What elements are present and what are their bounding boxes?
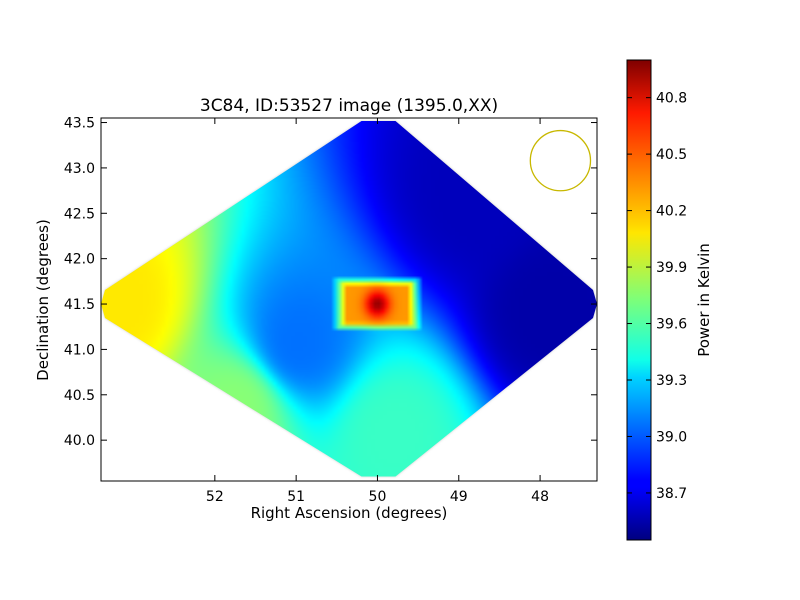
colorbar-axis: 38.7 39.0 39.3 39.6 39.9 40.2 40.5 40.8 — [627, 91, 687, 502]
colorbar-tick-label: 39.0 — [656, 429, 687, 445]
colorbar-tick-label: 39.3 — [656, 373, 687, 389]
plot-frame — [100, 117, 598, 482]
y-axis: 40.0 40.5 41.0 41.5 42.0 42.5 43.0 43.5 — [64, 116, 597, 449]
colorbar — [626, 59, 652, 541]
colorbar-tick-label: 39.9 — [656, 260, 687, 276]
y-tick-label: 40.0 — [64, 433, 95, 449]
y-tick-label: 41.5 — [64, 297, 95, 313]
beam-circle — [529, 129, 592, 192]
x-tick-label: 52 — [206, 489, 224, 505]
colorbar-tick-label: 40.8 — [656, 91, 687, 107]
colorbar-tick-label: 40.2 — [656, 204, 687, 220]
colorbar-tick-label: 40.5 — [656, 147, 687, 163]
y-tick-label: 42.0 — [64, 252, 95, 268]
y-tick-label: 40.5 — [64, 388, 95, 404]
colorbar-tick-label: 38.7 — [656, 486, 687, 502]
x-tick-label: 50 — [369, 489, 387, 505]
x-tick-label: 48 — [531, 489, 549, 505]
x-tick-label: 51 — [287, 489, 305, 505]
x-axis-label: Right Ascension (degrees) — [251, 504, 448, 522]
y-tick-label: 42.5 — [64, 206, 95, 222]
y-tick-label: 41.0 — [64, 342, 95, 358]
y-axis-label: Declination (degrees) — [34, 219, 52, 381]
colorbar-tick-label: 39.6 — [656, 317, 687, 333]
colorbar-label: Power in Kelvin — [695, 243, 713, 357]
chart-title: 3C84, ID:53527 image (1395.0,XX) — [200, 96, 498, 116]
y-tick-label: 43.0 — [64, 161, 95, 177]
y-tick-label: 43.5 — [64, 116, 95, 132]
x-axis: 52 51 50 49 48 — [206, 118, 549, 505]
x-tick-label: 49 — [450, 489, 468, 505]
